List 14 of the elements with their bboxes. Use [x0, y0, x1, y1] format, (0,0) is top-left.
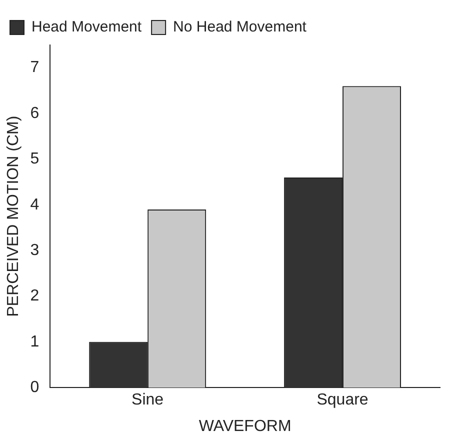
- x-tick-label: Square: [316, 392, 368, 409]
- x-axis-title: WAVEFORM: [198, 418, 292, 435]
- legend-label: Head Movement: [32, 18, 142, 36]
- y-tick-label: 0: [30, 379, 40, 396]
- y-axis-title: PERCEIVED MOTION (CM): [5, 116, 22, 317]
- y-tick-label: 1: [30, 333, 40, 350]
- y-tick-label: 5: [30, 150, 40, 168]
- x-tick-label: Sine: [132, 392, 164, 409]
- y-tick-label: 3: [30, 242, 40, 259]
- y-tick-label: 7: [30, 59, 40, 76]
- y-tick-label: 2: [30, 288, 40, 305]
- y-tick-label: 4: [30, 196, 40, 214]
- y-tick-label: 6: [30, 104, 40, 122]
- legend-label: No Head Movement: [173, 18, 308, 36]
